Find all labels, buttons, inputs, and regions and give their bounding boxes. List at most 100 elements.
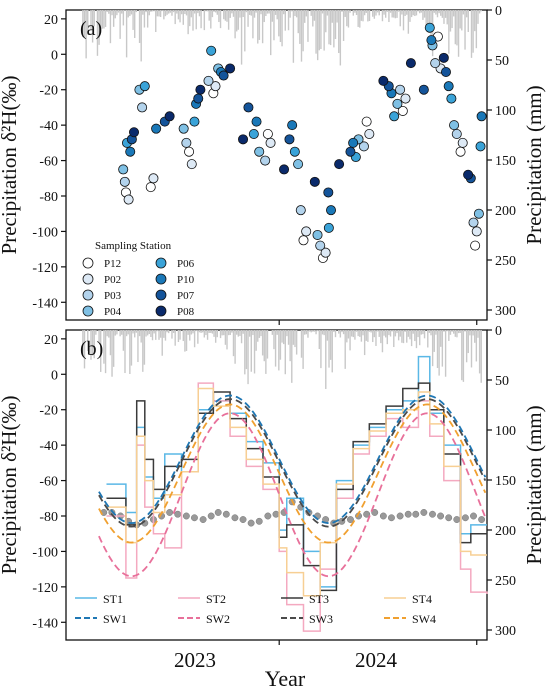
y2-tick-label: 150 bbox=[495, 154, 516, 169]
precipitation-bar bbox=[475, 330, 478, 362]
precipitation-bar bbox=[223, 330, 225, 336]
precipitation-bar bbox=[155, 10, 157, 32]
precipitation-bar bbox=[344, 330, 346, 369]
precipitation-bar bbox=[427, 10, 429, 29]
precipitation-bar bbox=[316, 330, 319, 332]
precipitation-bar bbox=[418, 330, 421, 346]
data-point-p08 bbox=[309, 176, 320, 187]
precipitation-bar bbox=[449, 10, 452, 32]
legend-label: ST1 bbox=[103, 592, 123, 606]
data-point-p07 bbox=[193, 93, 204, 104]
y2-tick-label: 200 bbox=[495, 524, 516, 539]
precipitation-bar bbox=[82, 10, 84, 37]
precipitation-bar bbox=[210, 330, 212, 333]
scatter-point bbox=[420, 509, 428, 516]
scatter-point bbox=[174, 510, 182, 518]
precipitation-bar bbox=[200, 330, 202, 333]
precipitation-bar bbox=[472, 10, 474, 53]
x-tick-label: 2023 bbox=[174, 648, 216, 672]
precipitation-bar bbox=[436, 10, 439, 18]
precipitation-bar bbox=[101, 10, 104, 29]
data-point-p02 bbox=[400, 93, 411, 104]
scatter-point bbox=[437, 512, 445, 520]
precipitation-bar bbox=[289, 10, 291, 18]
data-point-p02 bbox=[301, 226, 312, 237]
y-tick-label: -60 bbox=[39, 475, 58, 490]
precipitation-bar bbox=[407, 330, 410, 337]
precipitation-bar bbox=[219, 330, 222, 339]
precipitation-bar bbox=[474, 10, 476, 32]
precipitation-bar bbox=[441, 330, 444, 367]
precipitation-bar bbox=[124, 10, 126, 12]
precipitation-bar bbox=[258, 10, 261, 40]
precipitation-bar bbox=[412, 330, 414, 334]
y-tick-label: -120 bbox=[32, 261, 58, 276]
precipitation-bar bbox=[464, 330, 466, 332]
precipitation-bar bbox=[443, 10, 445, 24]
scatter-point bbox=[207, 512, 215, 520]
precipitation-bar bbox=[195, 10, 197, 30]
precipitation-bar bbox=[250, 330, 252, 372]
data-point-p12 bbox=[145, 182, 156, 193]
precipitation-bar bbox=[391, 10, 393, 18]
precipitation-bar bbox=[271, 330, 274, 335]
precipitation-bar bbox=[448, 330, 450, 341]
precipitation-bar bbox=[189, 10, 191, 27]
scatter-point bbox=[429, 510, 436, 518]
precipitation-bar bbox=[98, 330, 100, 343]
fit-line-sw1 bbox=[98, 394, 487, 524]
precipitation-bar bbox=[129, 330, 131, 375]
data-point-p03 bbox=[358, 141, 369, 152]
precipitation-bar bbox=[346, 330, 348, 343]
precipitation-bar bbox=[127, 10, 129, 18]
precipitation-bar bbox=[195, 330, 197, 332]
scatter-point bbox=[461, 514, 469, 522]
precipitation-bar bbox=[469, 330, 471, 336]
y2-tick-label: 100 bbox=[495, 104, 516, 119]
precipitation-bar bbox=[130, 330, 133, 366]
data-point-p07 bbox=[243, 102, 254, 113]
precipitation-bar bbox=[295, 10, 298, 18]
precipitation-bar bbox=[431, 10, 434, 57]
data-point-p06 bbox=[289, 146, 300, 157]
precipitation-bar bbox=[234, 10, 236, 39]
precipitation-bar bbox=[124, 330, 126, 374]
precipitation-bar bbox=[384, 10, 387, 18]
precipitation-bar bbox=[189, 330, 191, 341]
precipitation-bar bbox=[261, 330, 264, 356]
scatter-point bbox=[272, 510, 280, 518]
precipitation-bar bbox=[87, 330, 89, 352]
precipitation-bar bbox=[435, 330, 437, 335]
scatter-point bbox=[346, 516, 354, 523]
precipitation-bar bbox=[465, 330, 468, 363]
precipitation-bar bbox=[159, 330, 162, 338]
precipitation-bar bbox=[312, 10, 314, 27]
scatter-point bbox=[166, 509, 174, 516]
precipitation-bar bbox=[135, 330, 138, 333]
precipitation-bar bbox=[95, 330, 97, 335]
precipitation-bar bbox=[229, 10, 231, 18]
precipitation-bar bbox=[108, 10, 110, 14]
precipitation-bar bbox=[420, 10, 423, 13]
precipitation-bar bbox=[227, 330, 230, 336]
precipitation-bar bbox=[365, 10, 367, 13]
precipitation-bar bbox=[415, 330, 418, 349]
y-tick-label: -40 bbox=[39, 439, 58, 454]
precipitation-bar bbox=[166, 330, 168, 333]
precipitation-bar bbox=[363, 330, 366, 356]
precipitation-bar bbox=[122, 330, 125, 351]
precipitation-bar bbox=[182, 330, 184, 342]
legend-label: SW4 bbox=[412, 612, 436, 626]
precipitation-bar bbox=[266, 330, 269, 359]
precipitation-bar bbox=[388, 10, 390, 23]
y2-axis-label: Precipitation (mm) bbox=[522, 405, 546, 564]
precipitation-bar bbox=[414, 330, 416, 342]
precipitation-bar bbox=[276, 10, 278, 20]
precipitation-bar bbox=[291, 10, 293, 12]
precipitation-bar bbox=[310, 10, 312, 16]
precipitation-bar bbox=[338, 330, 340, 334]
precipitation-bar bbox=[326, 10, 329, 16]
y2-tick-label: 150 bbox=[495, 474, 516, 489]
precipitation-bar bbox=[143, 330, 146, 365]
precipitation-bar bbox=[203, 10, 206, 31]
